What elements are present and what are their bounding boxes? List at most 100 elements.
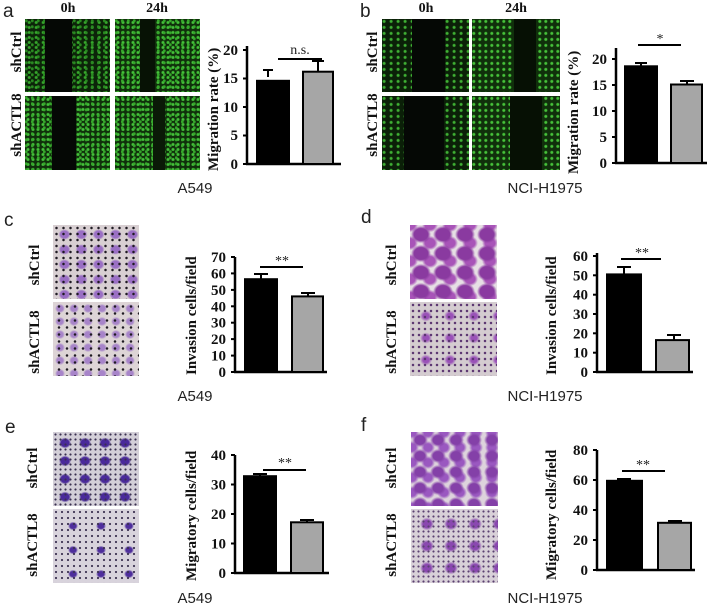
panel-letter-b: b: [360, 1, 371, 22]
cell-line-label: A549: [177, 590, 213, 607]
significance-label: *: [657, 32, 664, 47]
significance-label: **: [636, 458, 650, 473]
invasion-image-shactl8: [410, 302, 497, 376]
y-ticks: 0 10 20 30 40 50 60: [573, 249, 597, 381]
y-ticks: 0 10 20 30 40: [211, 448, 235, 582]
svg-text:60: 60: [211, 266, 226, 282]
bar-chart-b-svg: Migration rate (%) 0 5 10 15 20: [566, 32, 707, 174]
bar-shctrl: [606, 479, 643, 571]
column-label-0h: 0h: [418, 1, 434, 16]
svg-text:20: 20: [573, 326, 588, 342]
svg-text:50: 50: [573, 268, 588, 284]
svg-text:0: 0: [231, 157, 239, 173]
wound-image-shactl8-24h: [472, 96, 560, 170]
svg-text:0: 0: [219, 566, 227, 582]
row-label-shactl8: shACTL8: [384, 310, 400, 374]
svg-text:60: 60: [573, 249, 588, 265]
bar-shactl8: [302, 70, 334, 166]
svg-text:20: 20: [592, 52, 607, 68]
svg-text:80: 80: [573, 443, 588, 459]
migration-image-shactl8: [53, 509, 139, 583]
wound-image-shactl8-0h: [25, 96, 110, 170]
svg-text:10: 10: [573, 346, 588, 362]
wound-image-shctrl-24h: [472, 19, 560, 92]
svg-text:40: 40: [573, 503, 588, 519]
y-ticks: 0 20 40 60 80: [573, 443, 597, 579]
y-axis-label: Invasion cells/field: [544, 256, 560, 375]
svg-text:30: 30: [211, 478, 226, 494]
invasion-image-shctrl: [53, 225, 139, 299]
svg-text:70: 70: [211, 250, 226, 266]
panel-letter-f: f: [361, 415, 367, 436]
wound-image-shactl8-0h: [382, 96, 469, 170]
svg-text:10: 10: [223, 100, 238, 116]
bar-chart-c-svg: Invasion cells/field 0 10 20 30 40 50 60…: [184, 250, 327, 381]
cell-line-label: NCI-H1975: [507, 388, 583, 405]
y-axis-label: Invasion cells/field: [184, 256, 200, 375]
column-label-0h: 0h: [60, 1, 76, 16]
cell-line-label: A549: [177, 388, 213, 405]
panel-letter-e: e: [5, 417, 16, 438]
y-axis-label: Migration rate (%): [206, 48, 222, 171]
significance-label: **: [635, 246, 649, 261]
bar-shctrl: [244, 278, 278, 374]
bar-shactl8: [657, 521, 692, 572]
bar-chart-d: Invasion cells/field 0 10 20 30 40 50 60: [540, 245, 709, 381]
svg-text:40: 40: [211, 448, 226, 464]
significance-label: n.s.: [290, 43, 309, 58]
significance-label: **: [278, 456, 292, 471]
svg-text:10: 10: [592, 104, 607, 120]
svg-text:50: 50: [211, 283, 226, 299]
svg-text:10: 10: [211, 349, 226, 365]
svg-text:20: 20: [211, 507, 226, 523]
migration-image-shctrl: [53, 432, 139, 506]
row-label-shactl8: shACTL8: [384, 513, 400, 577]
cell-line-label: NCI-H1975: [507, 590, 583, 607]
wound-image-shctrl-0h: [382, 19, 469, 92]
svg-text:15: 15: [223, 71, 238, 87]
svg-text:40: 40: [573, 288, 588, 304]
svg-text:20: 20: [223, 43, 238, 59]
svg-text:15: 15: [592, 78, 607, 94]
panel-letter-a: a: [3, 1, 14, 22]
bar-chart-e-svg: Migratory cells/field 0 10 20 30 40: [184, 448, 329, 582]
y-axis-label: Migratory cells/field: [184, 450, 200, 581]
cell-line-label: NCI-H1975: [507, 180, 583, 197]
panel-letter-d: d: [361, 207, 372, 228]
svg-text:5: 5: [600, 130, 608, 146]
y-ticks: 0 5 10 15 20: [223, 43, 247, 173]
svg-text:0: 0: [600, 156, 608, 172]
y-ticks: 0 5 10 15 20: [592, 52, 616, 172]
svg-text:60: 60: [573, 473, 588, 489]
migration-image-shctrl: [411, 432, 498, 506]
column-label-24h: 24h: [505, 1, 527, 16]
bar-chart-b: Migration rate (%) 0 5 10 15 20: [560, 30, 709, 180]
bar-chart-a-svg: Migration rate (%) 0 5 10 15 20: [206, 43, 341, 173]
svg-text:10: 10: [211, 537, 226, 553]
invasion-image-shactl8: [53, 302, 139, 376]
y-ticks: 0 10 20 30 40 50 60 70: [211, 250, 235, 381]
wound-image-shactl8-24h: [115, 96, 200, 170]
row-label-shactl8: shACTL8: [27, 310, 43, 374]
bar-shactl8: [655, 339, 690, 373]
bar-shactl8: [670, 83, 703, 164]
wound-image-shctrl-24h: [115, 19, 200, 92]
significance-label: **: [275, 254, 289, 269]
bar-shctrl: [256, 79, 290, 165]
row-label-shactl8: shACTL8: [25, 513, 41, 577]
bar-shctrl: [243, 475, 277, 575]
bar-chart-f: Migratory cells/field 0 20 40 60 80: [540, 440, 709, 585]
svg-text:30: 30: [211, 316, 226, 332]
svg-text:20: 20: [211, 332, 226, 348]
svg-text:0: 0: [581, 563, 589, 579]
bar-chart-f-svg: Migratory cells/field 0 20 40 60 80: [544, 443, 695, 580]
migration-image-shactl8: [411, 509, 498, 583]
bar-shctrl: [606, 273, 642, 373]
svg-text:30: 30: [573, 307, 588, 323]
svg-text:0: 0: [219, 365, 227, 381]
svg-text:20: 20: [573, 533, 588, 549]
cell-line-label: A549: [177, 180, 213, 197]
y-axis-label: Migration rate (%): [566, 51, 582, 174]
row-label-shactl8: shACTL8: [365, 93, 381, 157]
bar-chart-e: Migratory cells/field 0 10 20 30 40: [180, 445, 340, 585]
